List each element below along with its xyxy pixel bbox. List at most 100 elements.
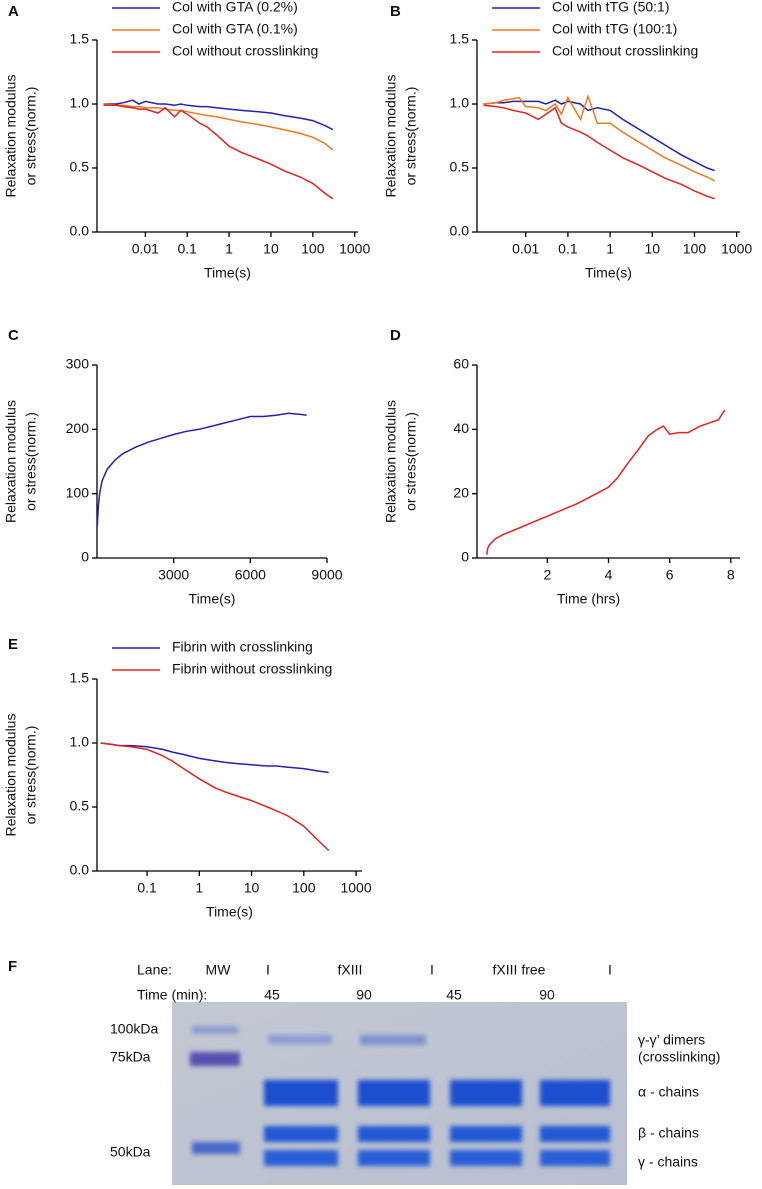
marker-label: 75kDa: [110, 1049, 151, 1065]
x-tick-label: 1000: [721, 241, 752, 257]
data-line: [483, 93, 715, 182]
data-line: [483, 104, 715, 200]
y-tick-label: 60: [453, 356, 469, 372]
x-tick-label: 6000: [235, 567, 266, 583]
y-tick-label: 0: [461, 549, 469, 565]
marker-label: 100kDa: [110, 1021, 158, 1037]
y-axis-title: or stress(norm.): [403, 87, 419, 186]
band-label: γ-γ’ dimers: [638, 1032, 705, 1048]
x-tick-label: 0.01: [132, 241, 159, 257]
data-line: [100, 742, 330, 852]
y-axis-title: Relaxation modulus: [3, 714, 19, 837]
y-tick-label: 0.5: [70, 798, 90, 814]
data-line: [103, 104, 334, 200]
legend-label: Col with tTG (50:1): [552, 0, 669, 15]
y-tick-label: 0: [81, 549, 89, 565]
x-axis-title: Time(s): [204, 265, 251, 281]
legend-label: Fibrin with crosslinking: [172, 639, 313, 655]
lane-label: I: [608, 962, 612, 978]
x-tick-label: 1000: [340, 880, 371, 896]
y-axis-title: Relaxation modulus: [3, 400, 19, 523]
y-tick-label: 1.5: [70, 670, 90, 686]
y-tick-label: 0.5: [450, 159, 470, 175]
legend-label: Col with tTG (100:1): [552, 21, 677, 37]
panel-label: C: [8, 327, 19, 344]
y-axis-title: or stress(norm.): [23, 726, 39, 825]
lane-label: fXIII: [338, 962, 363, 978]
x-axis-title: Time (hrs): [557, 591, 620, 607]
y-axis-title: or stress(norm.): [23, 412, 39, 511]
y-tick-label: 0.5: [70, 159, 90, 175]
x-tick-label: 1: [606, 241, 614, 257]
x-tick-label: 2: [543, 567, 551, 583]
x-axis-title: Time(s): [585, 265, 632, 281]
y-tick-label: 1.5: [450, 31, 470, 47]
band-label: (crosslinking): [638, 1049, 720, 1065]
x-tick-label: 3000: [158, 567, 189, 583]
legend-label: Col with GTA (0.1%): [172, 21, 298, 37]
y-axis-title: Relaxation modulus: [383, 75, 399, 198]
data-line: [103, 103, 334, 151]
lane-label: I: [266, 962, 270, 978]
y-tick-label: 1.0: [70, 95, 90, 111]
time-label: 45: [264, 987, 280, 1003]
y-tick-label: 100: [66, 484, 90, 500]
x-tick-label: 10: [644, 241, 660, 257]
band-label: γ - chains: [638, 1154, 698, 1170]
y-tick-label: 0.0: [70, 862, 90, 878]
data-line: [483, 99, 715, 172]
panel-label: F: [8, 958, 17, 975]
panel-label: A: [8, 3, 19, 20]
x-tick-label: 0.1: [558, 241, 578, 257]
y-tick-label: 20: [453, 484, 469, 500]
lane-label: Lane:: [137, 962, 172, 978]
x-tick-label: 10: [244, 880, 260, 896]
y-tick-label: 0.0: [70, 223, 90, 239]
x-axis-title: Time(s): [206, 904, 253, 920]
band-label: β - chains: [638, 1125, 699, 1141]
x-tick-label: 100: [683, 241, 707, 257]
x-tick-label: 10: [263, 241, 279, 257]
y-tick-label: 40: [453, 420, 469, 436]
x-tick-label: 0.01: [512, 241, 539, 257]
x-axis-title: Time(s): [189, 591, 236, 607]
band-label: α - chains: [638, 1084, 699, 1100]
x-tick-label: 1000: [339, 241, 370, 257]
time-label: Time (min):: [137, 987, 207, 1003]
data-line: [103, 99, 334, 131]
lane-label: MW: [206, 962, 232, 978]
panel-label: E: [8, 636, 18, 653]
y-tick-label: 1.0: [70, 734, 90, 750]
x-tick-label: 1: [225, 241, 233, 257]
y-tick-label: 1.5: [70, 31, 90, 47]
x-tick-label: 0.1: [177, 241, 197, 257]
legend-label: Col without crosslinking: [552, 43, 698, 59]
x-tick-label: 8: [727, 567, 735, 583]
data-line: [100, 742, 329, 774]
y-tick-label: 1.0: [450, 95, 470, 111]
y-tick-label: 300: [66, 356, 90, 372]
x-tick-label: 1: [195, 880, 203, 896]
time-label: 90: [356, 987, 372, 1003]
legend-label: Col without crosslinking: [172, 43, 318, 59]
y-tick-label: 200: [66, 420, 90, 436]
x-tick-label: 100: [301, 241, 325, 257]
legend-label: Fibrin without crosslinking: [172, 661, 332, 677]
y-axis-title: or stress(norm.): [403, 412, 419, 511]
y-axis-title: or stress(norm.): [23, 87, 39, 186]
x-tick-label: 6: [666, 567, 674, 583]
x-tick-label: 9000: [311, 567, 342, 583]
x-tick-label: 0.1: [137, 880, 157, 896]
legend-label: Col with GTA (0.2%): [172, 0, 298, 15]
time-label: 45: [446, 987, 462, 1003]
marker-label: 50kDa: [110, 1144, 151, 1160]
y-tick-label: 0.0: [450, 223, 470, 239]
y-axis-title: Relaxation modulus: [383, 400, 399, 523]
gel-image: [172, 1002, 627, 1185]
x-tick-label: 100: [292, 880, 316, 896]
lane-label: I: [430, 962, 434, 978]
time-label: 90: [539, 987, 555, 1003]
data-line: [486, 409, 726, 555]
panel-label: B: [390, 3, 401, 20]
